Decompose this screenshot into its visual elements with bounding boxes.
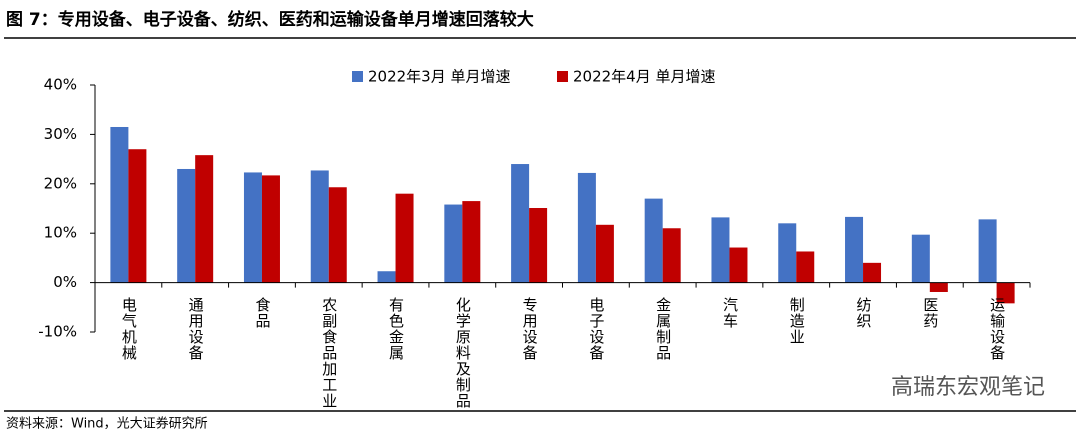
- bar: [796, 251, 815, 283]
- x-tick-label: 运输设备: [988, 297, 1006, 361]
- x-tick-label: 化学原料及制品: [454, 297, 472, 409]
- bar: [444, 204, 463, 283]
- x-tick-label: 有色金属: [387, 297, 405, 361]
- x-tick-label: 汽车: [721, 297, 739, 329]
- legend-label: 2022年4月 单月增速: [573, 68, 716, 86]
- legend-swatch: [557, 71, 568, 82]
- bar: [310, 170, 329, 283]
- x-tick-label: 食品: [253, 297, 271, 329]
- bar: [778, 223, 797, 283]
- bar: [328, 187, 347, 283]
- bar: [529, 208, 548, 283]
- bar: [261, 175, 280, 283]
- bar: [243, 172, 262, 283]
- bar: [377, 271, 396, 283]
- bar: [511, 164, 530, 283]
- x-tick-label: 制造业: [788, 297, 806, 345]
- y-tick-label: 30%: [44, 125, 77, 143]
- x-tick-label: 金属制品: [654, 297, 672, 361]
- source-note: 资料来源：Wind，光大证券研究所: [6, 416, 208, 432]
- x-tick-label: 专用设备: [521, 297, 539, 361]
- legend-label: 2022年3月 单月增速: [368, 68, 511, 86]
- bar: [929, 282, 948, 292]
- y-tick-label: 40%: [44, 76, 77, 94]
- y-tick-label: 20%: [44, 174, 77, 192]
- chart-title: 图 7：专用设备、电子设备、纺织、医药和运输设备单月增速回落较大: [6, 9, 534, 30]
- bar: [462, 201, 481, 283]
- x-tick-label: 通用设备: [187, 297, 205, 361]
- bar: [128, 149, 147, 283]
- bar: [577, 172, 596, 283]
- bar: [177, 168, 196, 283]
- bar: [863, 262, 882, 283]
- bar: [395, 193, 414, 283]
- watermark: 高瑞东宏观笔记: [891, 375, 1045, 400]
- x-tick-label: 电子设备: [587, 297, 605, 361]
- y-tick-label: 10%: [44, 224, 77, 242]
- x-tick-label: 农副食品加工业: [320, 297, 338, 409]
- bar: [711, 217, 730, 283]
- bar: [195, 155, 214, 283]
- x-tick-label: 医药: [921, 297, 939, 329]
- bar: [595, 224, 614, 283]
- bar: [845, 216, 864, 283]
- bar: [662, 228, 681, 283]
- x-tick-label: 电气机械: [120, 297, 138, 361]
- bar: [978, 219, 997, 283]
- bar: [110, 126, 129, 283]
- y-tick-label: -10%: [38, 323, 77, 341]
- y-tick-label: 0%: [53, 273, 77, 291]
- x-tick-label: 纺织: [855, 297, 873, 329]
- bar: [729, 247, 748, 283]
- bar: [996, 282, 1015, 304]
- legend-swatch: [352, 71, 363, 82]
- bar: [911, 234, 930, 283]
- bar: [644, 198, 663, 283]
